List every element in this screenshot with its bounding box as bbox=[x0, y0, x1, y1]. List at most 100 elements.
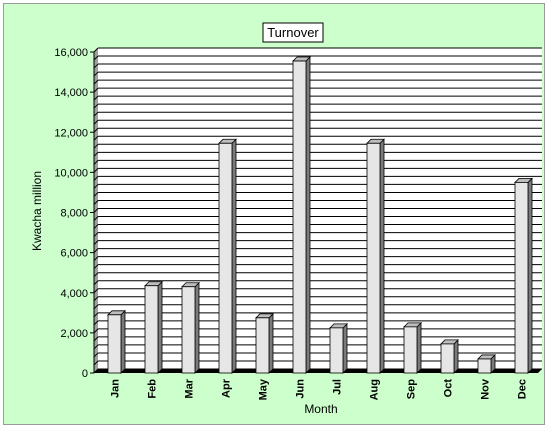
gridline-wall bbox=[93, 216, 99, 221]
gridline-wall bbox=[93, 288, 99, 294]
gridline-wall bbox=[93, 328, 99, 334]
gridline-wall bbox=[93, 280, 99, 286]
gridline-wall bbox=[93, 360, 99, 366]
x-tick-label: Apr bbox=[221, 378, 233, 398]
gridline-wall bbox=[93, 103, 99, 109]
y-tick-label: 16,000 bbox=[54, 47, 88, 59]
axis-layer bbox=[90, 51, 95, 374]
gridline-wall bbox=[93, 192, 99, 197]
floor bbox=[94, 369, 542, 373]
gridline-wall bbox=[93, 304, 99, 310]
bar-side bbox=[416, 321, 422, 374]
chart-area: 0 2,000 4,000 6,000 8,000 10,000 12,000 14,000 1… bbox=[3, 3, 545, 425]
gridline-wall bbox=[93, 168, 99, 173]
x-tick-label: Jan bbox=[110, 379, 122, 398]
gridline-wall bbox=[93, 336, 99, 342]
gridline-wall bbox=[93, 127, 99, 133]
y-tick-label: 8,000 bbox=[60, 208, 88, 220]
bar-side bbox=[379, 138, 385, 374]
x-tick-label: Aug bbox=[369, 379, 381, 400]
bar-side bbox=[157, 280, 163, 374]
y-tick-label: 4,000 bbox=[60, 288, 88, 300]
bar-front bbox=[366, 142, 381, 374]
gridline-wall bbox=[93, 159, 99, 165]
gridline-wall bbox=[93, 151, 99, 157]
gridline-wall bbox=[93, 55, 99, 61]
bar-front bbox=[255, 317, 270, 374]
gridline-wall bbox=[93, 184, 99, 189]
bar-front bbox=[218, 142, 233, 374]
x-tick-label: Jun bbox=[295, 379, 307, 399]
x-tick-label: May bbox=[258, 378, 270, 400]
gridline-wall bbox=[93, 47, 99, 53]
chart-title: Turnover bbox=[267, 25, 319, 40]
gridline-wall bbox=[93, 240, 99, 245]
gridline-wall bbox=[93, 135, 99, 141]
bar-oct bbox=[440, 338, 459, 374]
bar-front bbox=[477, 358, 492, 374]
x-tick-label: Jul bbox=[332, 379, 344, 395]
bar-layer bbox=[107, 56, 533, 374]
bar-side bbox=[453, 338, 459, 374]
gridline-wall bbox=[93, 232, 99, 237]
gridline-wall bbox=[93, 256, 99, 262]
chart-title-box: Turnover bbox=[262, 22, 324, 43]
bar-front bbox=[181, 286, 196, 374]
x-tick-label: Mar bbox=[184, 378, 196, 398]
x-tick-label: Feb bbox=[147, 379, 159, 399]
bar-front bbox=[107, 314, 122, 374]
bar-aug bbox=[366, 138, 385, 374]
bar-feb bbox=[144, 280, 163, 374]
gridline-wall bbox=[93, 296, 99, 302]
bar-jul bbox=[329, 322, 348, 374]
gridline-wall bbox=[93, 272, 99, 278]
y-tick-label: 12,000 bbox=[54, 127, 88, 139]
gridline-wall bbox=[93, 352, 99, 358]
bar-side bbox=[194, 281, 200, 374]
x-tick-label: Nov bbox=[480, 378, 492, 400]
gridline-wall bbox=[93, 264, 99, 270]
bar-side bbox=[268, 312, 274, 374]
bar-apr bbox=[218, 138, 237, 374]
bar-side bbox=[527, 177, 533, 374]
gridline-wall bbox=[93, 79, 99, 85]
gridline-wall bbox=[93, 248, 99, 253]
gridline-wall bbox=[93, 320, 99, 326]
gridline-wall bbox=[93, 95, 99, 101]
turnover-chart: 0 2,000 4,000 6,000 8,000 10,000 12,000 14,000 1… bbox=[30, 22, 542, 416]
label-layer: 0 2,000 4,000 6,000 8,000 10,000 12,000 14,000 1… bbox=[54, 47, 528, 400]
gridline-wall bbox=[93, 176, 99, 181]
x-tick-label: Dec bbox=[517, 379, 529, 399]
gridline-wall bbox=[93, 71, 99, 77]
y-tick-label: 0 bbox=[82, 368, 88, 380]
bar-front bbox=[403, 326, 418, 374]
grid-layer bbox=[93, 47, 542, 374]
bar-mar bbox=[181, 281, 200, 374]
bar-jun bbox=[292, 56, 311, 374]
gridline-wall bbox=[93, 208, 99, 213]
x-tick-label: Sep bbox=[406, 379, 418, 399]
bar-front bbox=[292, 60, 307, 374]
bar-front bbox=[329, 327, 344, 374]
bar-may bbox=[255, 312, 274, 374]
gridline-wall bbox=[93, 63, 99, 69]
gridline-wall bbox=[93, 143, 99, 149]
gridline-wall bbox=[93, 111, 99, 117]
gridline-wall bbox=[93, 312, 99, 318]
bar-front bbox=[514, 182, 529, 374]
bar-nov bbox=[477, 353, 496, 374]
bar-side bbox=[231, 138, 237, 374]
gridline-wall bbox=[93, 224, 99, 229]
bar-front bbox=[440, 343, 455, 374]
bar-side bbox=[305, 56, 311, 374]
gridline-wall bbox=[93, 344, 99, 350]
y-tick-label: 10,000 bbox=[54, 167, 88, 179]
gridline-wall bbox=[93, 87, 99, 93]
x-axis-title: Month bbox=[304, 402, 337, 416]
gridline-wall bbox=[93, 119, 99, 125]
bar-front bbox=[144, 285, 159, 374]
gridline-wall bbox=[93, 200, 99, 205]
bar-side bbox=[120, 309, 126, 374]
bar-dec bbox=[514, 177, 533, 374]
y-axis-title: Kwacha million bbox=[30, 171, 44, 251]
